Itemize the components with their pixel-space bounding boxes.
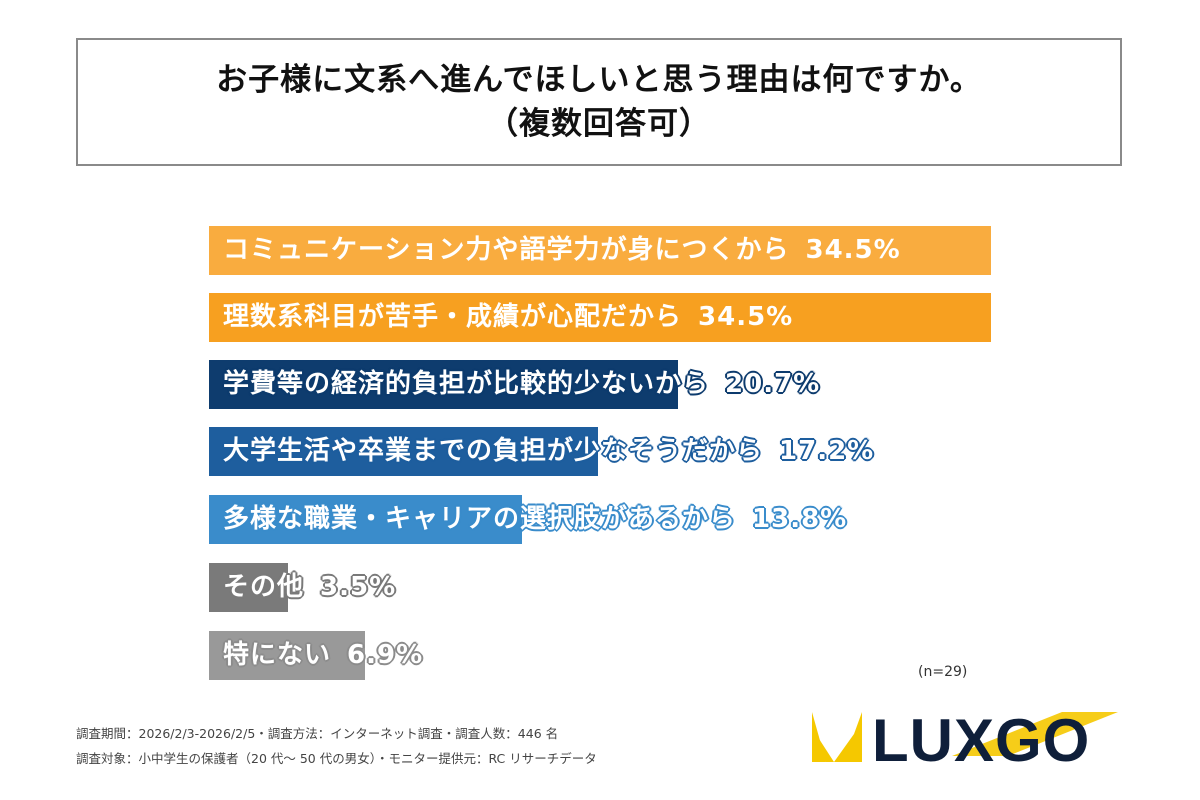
value-label: 13.8%: [752, 504, 848, 534]
bar-label: 大学生活や卒業までの負担が少なそうだから 17.2%: [223, 427, 874, 476]
value-label: 6.9%: [347, 640, 424, 670]
bar-other: [209, 563, 288, 612]
category-label: コミュニケーション力や語学力が身につくから: [223, 235, 790, 265]
category-label: 理数系科目が苦手・成績が心配だから: [223, 302, 683, 332]
category-label: その他: [223, 572, 305, 602]
category-label: 大学生活や卒業までの負担が少なそうだから: [223, 436, 764, 466]
bar-communication-language: [209, 226, 991, 275]
bar-lower-tuition: [209, 360, 678, 409]
bar-label: その他 3.5%: [223, 563, 396, 612]
footer-survey-period: 調査期間：2026/2/3-2026/2/5・調査方法：インターネット調査・調査…: [76, 726, 559, 741]
bar-label: 理数系科目が苦手・成績が心配だから 34.5%: [223, 293, 793, 342]
value-label: 34.5%: [805, 235, 901, 265]
bar-career-options: [209, 495, 522, 544]
sample-size-label: (n=29): [918, 664, 968, 680]
footer-survey-target: 調査対象：小中学生の保護者（20 代～ 50 代の男女）・モニター提供元：RC …: [76, 751, 597, 766]
bar-label: コミュニケーション力や語学力が身につくから 34.5%: [223, 226, 901, 275]
category-label: 学費等の経済的負担が比較的少ないから: [223, 369, 710, 399]
chart-title: お子様に文系へ進んでほしいと思う理由は何ですか。: [216, 62, 982, 98]
chart-title-box: お子様に文系へ進んでほしいと思う理由は何ですか。 （複数回答可）: [76, 38, 1122, 166]
bar-label: 特にない 6.9%: [223, 631, 423, 680]
bar-label: 多様な職業・キャリアの選択肢があるから 13.8%: [223, 495, 847, 544]
value-label: 34.5%: [698, 302, 794, 332]
value-label: 20.7%: [725, 369, 821, 399]
chart-subtitle: （複数回答可）: [487, 106, 711, 142]
luxgo-logo: LUXGO: [812, 708, 1118, 766]
value-label: 17.2%: [779, 436, 875, 466]
category-label: 多様な職業・キャリアの選択肢があるから: [223, 504, 737, 534]
value-label: 3.5%: [320, 572, 397, 602]
bar-nothing-in-particular: [209, 631, 365, 680]
bar-less-burden: [209, 427, 598, 476]
logo-mark-icon: [812, 712, 862, 762]
logo-text: LUXGO: [872, 708, 1090, 766]
bar-label: 学費等の経済的負担が比較的少ないから 20.7%: [223, 360, 820, 409]
bar-weak-in-science: [209, 293, 991, 342]
category-label: 特にない: [223, 640, 332, 670]
